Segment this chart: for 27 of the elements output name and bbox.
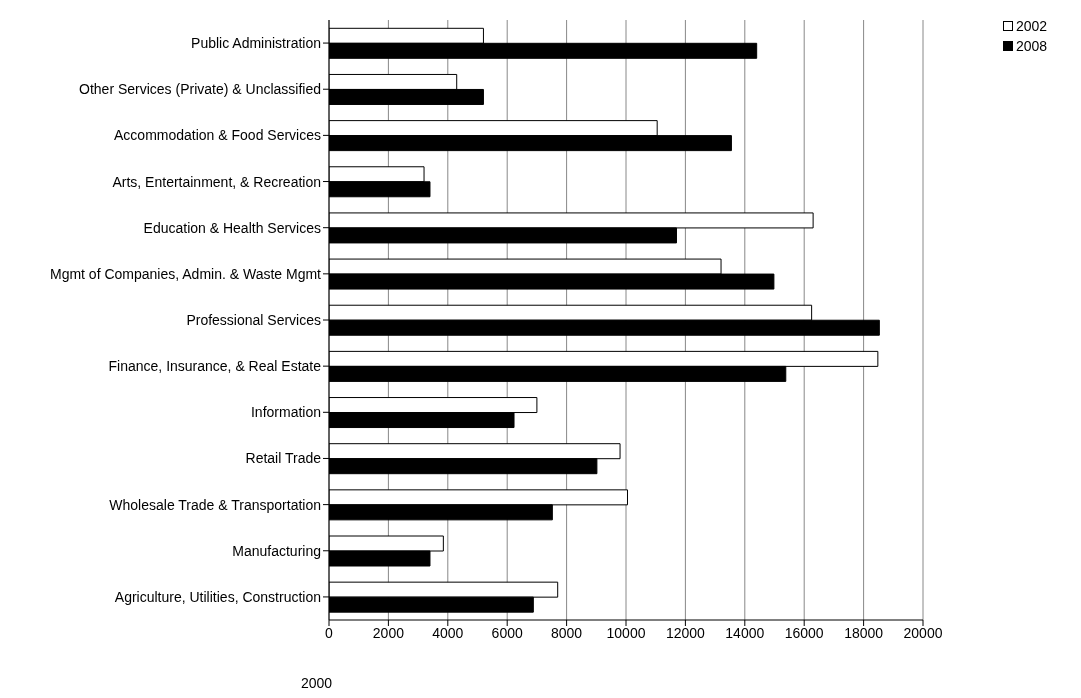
x-tick-label: 0	[325, 624, 334, 641]
y-tick-label: Finance, Insurance, & Real Estate	[108, 358, 322, 375]
y-tick-label: Education & Health Services	[143, 219, 321, 236]
x-tick-label: 4000	[432, 624, 464, 641]
legend-label: 2002	[1016, 17, 1048, 36]
y-tick-label: Manufacturing	[232, 542, 321, 559]
x-tick-label: 14000	[725, 624, 765, 641]
legend-label: 2008	[1016, 37, 1048, 56]
x-tick-label: 20000	[903, 624, 943, 641]
y-tick-label: Mgmt of Companies, Admin. & Waste Mgmt	[49, 265, 322, 282]
y-tick-label: Wholesale Trade & Transportation	[109, 496, 321, 513]
y-tick-label: Information	[250, 404, 321, 421]
x-tick-label: 18000	[844, 624, 884, 641]
x-tick-label: 12000	[665, 624, 706, 641]
y-tick-label: Other Services (Private) & Unclassified	[79, 81, 321, 98]
x-tick-label: 6000	[491, 624, 523, 641]
y-tick-label: Agriculture, Utilities, Construction	[114, 588, 321, 605]
x-tick-label: 8000	[551, 624, 583, 641]
y-tick-label: Retail Trade	[245, 450, 322, 467]
x-tick-label: 16000	[784, 624, 824, 641]
y-tick-label: Public Administration	[191, 35, 321, 52]
y-tick-label: Accommodation & Food Services	[114, 127, 321, 144]
x-axis-title: 2000	[301, 675, 333, 691]
y-tick-label: Professional Services	[186, 311, 321, 328]
x-tick-label: 2000	[372, 624, 405, 641]
x-tick-label: 10000	[606, 624, 646, 641]
y-tick-label: Arts, Entertainment, & Recreation	[112, 173, 321, 190]
